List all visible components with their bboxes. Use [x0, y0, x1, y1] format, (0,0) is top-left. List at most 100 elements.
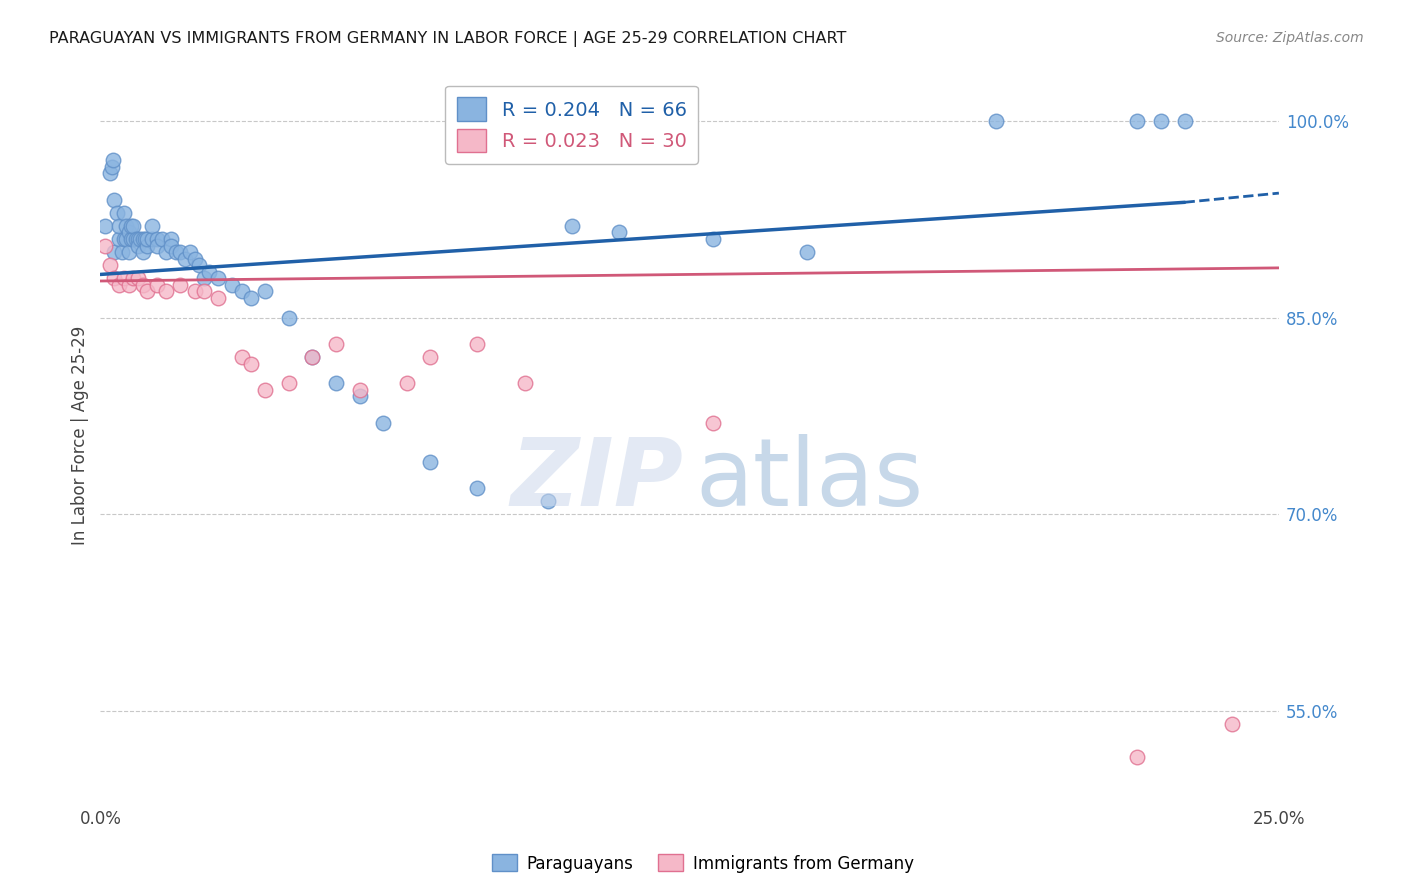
- Point: [165, 245, 187, 260]
- Text: PARAGUAYAN VS IMMIGRANTS FROM GERMANY IN LABOR FORCE | AGE 25-29 CORRELATION CHA: PARAGUAYAN VS IMMIGRANTS FROM GERMANY IN…: [49, 31, 846, 47]
- Point: [146, 232, 169, 246]
- Point: [112, 232, 135, 246]
- Point: [419, 455, 441, 469]
- Point: [150, 232, 173, 246]
- Point: [207, 291, 229, 305]
- Point: [127, 232, 149, 246]
- Point: [537, 494, 560, 508]
- Point: [984, 114, 1007, 128]
- Point: [160, 238, 183, 252]
- Point: [467, 481, 489, 495]
- Point: [1220, 717, 1243, 731]
- Point: [169, 277, 191, 292]
- Point: [188, 258, 211, 272]
- Point: [125, 232, 148, 246]
- Point: [108, 277, 131, 292]
- Point: [301, 350, 323, 364]
- Point: [301, 350, 323, 364]
- Point: [132, 232, 155, 246]
- Point: [141, 232, 163, 246]
- Point: [136, 232, 159, 246]
- Point: [254, 383, 277, 397]
- Point: [108, 219, 131, 233]
- Point: [325, 376, 347, 391]
- Point: [254, 285, 277, 299]
- Point: [277, 310, 299, 325]
- Point: [160, 232, 183, 246]
- Point: [105, 206, 128, 220]
- Point: [146, 277, 169, 292]
- Point: [1126, 750, 1149, 764]
- Point: [132, 277, 155, 292]
- Point: [702, 416, 724, 430]
- Point: [179, 245, 201, 260]
- Point: [103, 245, 125, 260]
- Point: [174, 252, 197, 266]
- Point: [169, 245, 191, 260]
- Point: [115, 232, 138, 246]
- Point: [120, 232, 142, 246]
- Point: [467, 337, 489, 351]
- Text: atlas: atlas: [696, 434, 924, 525]
- Point: [115, 219, 138, 233]
- Text: Source: ZipAtlas.com: Source: ZipAtlas.com: [1216, 31, 1364, 45]
- Point: [325, 337, 347, 351]
- Point: [146, 238, 169, 252]
- Point: [127, 238, 149, 252]
- Point: [349, 383, 371, 397]
- Point: [136, 238, 159, 252]
- Point: [103, 193, 125, 207]
- Point: [193, 285, 215, 299]
- Point: [117, 245, 139, 260]
- Point: [395, 376, 418, 391]
- Point: [155, 285, 177, 299]
- Point: [101, 153, 124, 168]
- Point: [134, 232, 156, 246]
- Point: [127, 271, 149, 285]
- Point: [94, 219, 117, 233]
- Point: [221, 277, 243, 292]
- Point: [607, 226, 630, 240]
- Point: [1126, 114, 1149, 128]
- Point: [231, 350, 253, 364]
- Point: [277, 376, 299, 391]
- Legend: R = 0.204   N = 66, R = 0.023   N = 30: R = 0.204 N = 66, R = 0.023 N = 30: [446, 86, 699, 164]
- Legend: Paraguayans, Immigrants from Germany: Paraguayans, Immigrants from Germany: [485, 847, 921, 880]
- Point: [98, 258, 121, 272]
- Point: [122, 232, 145, 246]
- Point: [240, 357, 263, 371]
- Point: [419, 350, 441, 364]
- Point: [193, 271, 215, 285]
- Point: [183, 285, 205, 299]
- Point: [122, 219, 145, 233]
- Point: [112, 271, 135, 285]
- Point: [183, 252, 205, 266]
- Y-axis label: In Labor Force | Age 25-29: In Labor Force | Age 25-29: [72, 326, 89, 545]
- Text: ZIP: ZIP: [510, 434, 683, 525]
- Point: [702, 232, 724, 246]
- Point: [141, 219, 163, 233]
- Point: [129, 232, 152, 246]
- Point: [561, 219, 583, 233]
- Point: [98, 166, 121, 180]
- Point: [120, 219, 142, 233]
- Point: [112, 206, 135, 220]
- Point: [136, 285, 159, 299]
- Point: [373, 416, 395, 430]
- Point: [117, 277, 139, 292]
- Point: [103, 271, 125, 285]
- Point: [1150, 114, 1173, 128]
- Point: [94, 238, 117, 252]
- Point: [1174, 114, 1197, 128]
- Point: [796, 245, 818, 260]
- Point: [117, 226, 139, 240]
- Point: [513, 376, 536, 391]
- Point: [349, 389, 371, 403]
- Point: [122, 271, 145, 285]
- Point: [110, 245, 132, 260]
- Point: [207, 271, 229, 285]
- Point: [108, 232, 131, 246]
- Point: [197, 265, 219, 279]
- Point: [132, 245, 155, 260]
- Point: [101, 160, 124, 174]
